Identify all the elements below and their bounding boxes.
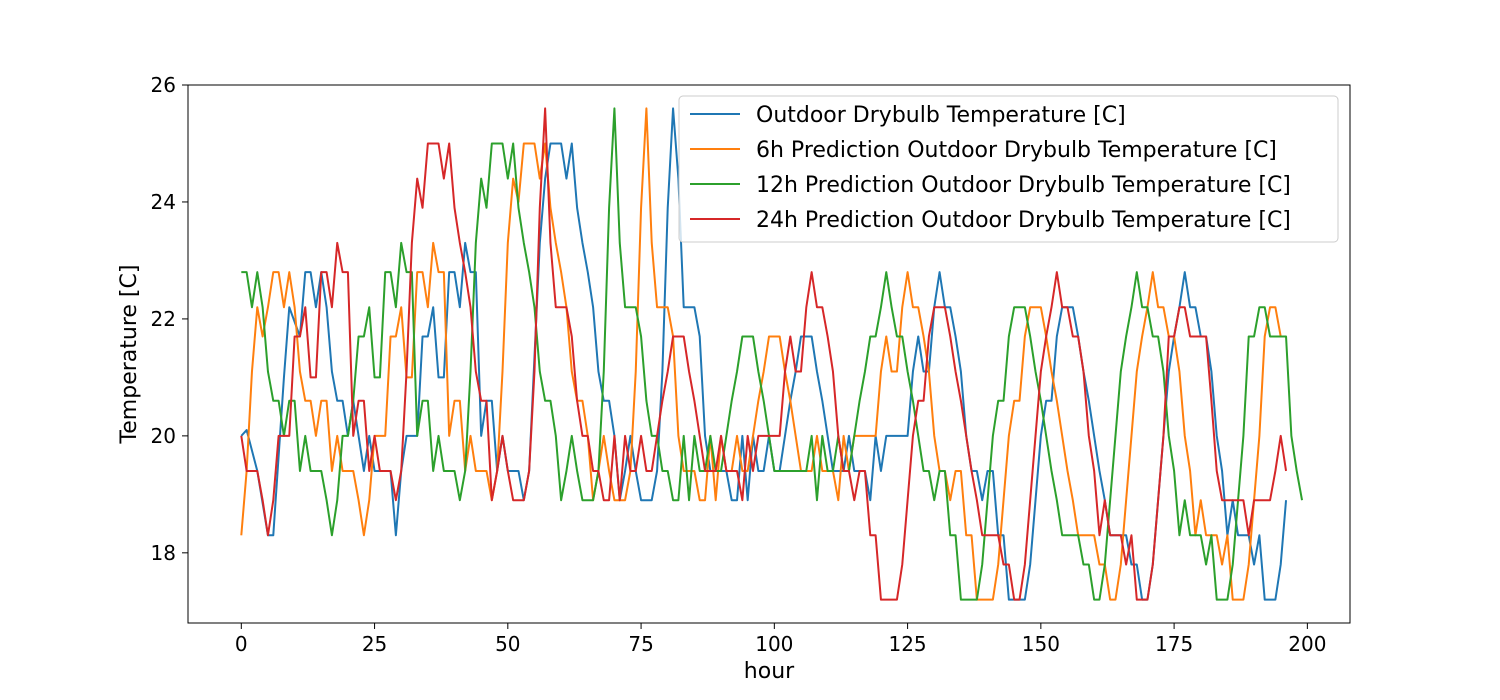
y-axis-label: Temperature [C] [117, 265, 142, 445]
x-tick-label: 0 [235, 632, 248, 656]
y-tick-label: 22 [151, 307, 176, 331]
x-tick-label: 50 [495, 632, 520, 656]
legend-label-0: Outdoor Drybulb Temperature [C] [756, 103, 1126, 128]
x-axis-label: hour [744, 659, 795, 684]
legend-items: Outdoor Drybulb Temperature [C] 6h Predic… [690, 103, 1291, 233]
x-tick-label: 100 [755, 632, 793, 656]
x-tick-label: 25 [362, 632, 387, 656]
x-tick-label: 75 [628, 632, 653, 656]
plot-area-frame [187, 84, 1351, 624]
y-tick-label: 24 [151, 190, 176, 214]
x-tick-label: 125 [888, 632, 926, 656]
series-layer [240, 107, 1304, 601]
legend-label-3: 24h Prediction Outdoor Drybulb Temperatu… [756, 208, 1291, 233]
y-tick-label: 18 [151, 541, 176, 565]
x-tick-label: 175 [1155, 632, 1193, 656]
y-tick-label: 26 [151, 73, 176, 97]
series-line-3 [240, 107, 1288, 601]
x-axis: 0 25 50 75 100 125 150 175 200 [235, 623, 1326, 656]
legend-frame [678, 95, 1339, 243]
x-tick-label: 150 [1022, 632, 1060, 656]
x-tick-label: 200 [1288, 632, 1326, 656]
legend-label-2: 12h Prediction Outdoor Drybulb Temperatu… [756, 173, 1291, 198]
legend-label-1: 6h Prediction Outdoor Drybulb Temperatur… [756, 138, 1277, 163]
legend: Outdoor Drybulb Temperature [C] 6h Predic… [678, 95, 1339, 243]
y-tick-label: 20 [151, 424, 176, 448]
y-axis: 18 20 22 24 26 [151, 73, 188, 565]
series-line-2 [241, 107, 1304, 601]
